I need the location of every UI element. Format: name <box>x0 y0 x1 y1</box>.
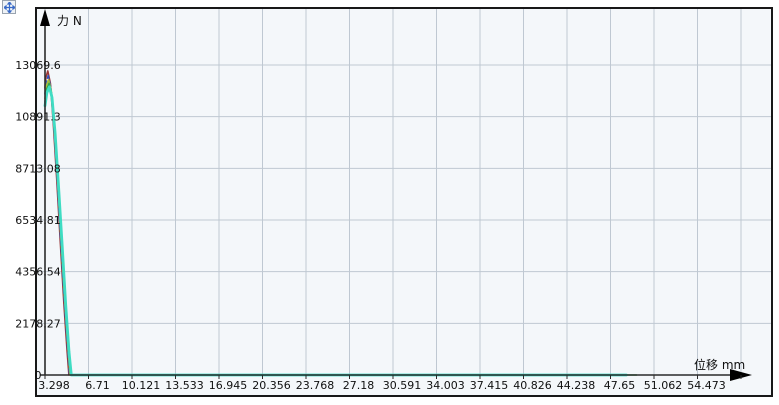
data-curves <box>43 70 638 377</box>
x-tick-label: 3.298 <box>38 379 70 392</box>
y-tick-label: 0 <box>35 369 42 382</box>
x-tick-label: 20.356 <box>252 379 291 392</box>
y-axis-arrow-icon <box>40 9 50 26</box>
x-tick-label: 13.533 <box>165 379 204 392</box>
y-tick-label: 8713.08 <box>15 162 61 175</box>
x-tick-label: 30.591 <box>383 379 422 392</box>
tick-labels: 3.298 6.71 10.121 13.533 16.945 20.356 23.768 2… <box>15 59 726 392</box>
x-tick-label: 23.768 <box>296 379 335 392</box>
y-tick-label: 10891.3 <box>15 111 61 124</box>
y-tick-label: 2178.27 <box>15 317 61 330</box>
x-tick-label: 34.003 <box>426 379 465 392</box>
pan-tool-button[interactable] <box>2 0 16 14</box>
y-axis-title: 力 N <box>57 14 82 28</box>
x-tick-label: 27.18 <box>343 379 375 392</box>
x-tick-label: 10.121 <box>122 379 161 392</box>
grid-lines <box>37 9 771 375</box>
curve-green <box>44 82 638 376</box>
x-tick-label: 6.71 <box>85 379 110 392</box>
y-tick-label: 4356.54 <box>15 266 61 279</box>
curve-cyan <box>43 85 628 377</box>
x-tick-label: 40.826 <box>513 379 552 392</box>
x-tick-label: 54.473 <box>687 379 726 392</box>
x-tick-label: 37.415 <box>470 379 509 392</box>
x-axis-title: 位移 mm <box>694 357 745 372</box>
y-tick-label: 13069.6 <box>15 59 61 72</box>
pan-move-icon <box>3 1 15 13</box>
x-tick-label: 44.238 <box>557 379 596 392</box>
x-tick-label: 16.945 <box>209 379 248 392</box>
x-tick-label: 51.062 <box>644 379 683 392</box>
x-tick-label: 47.65 <box>604 379 636 392</box>
axes <box>40 9 752 381</box>
y-tick-label: 6534.81 <box>15 214 61 227</box>
chart-frame <box>35 7 773 397</box>
